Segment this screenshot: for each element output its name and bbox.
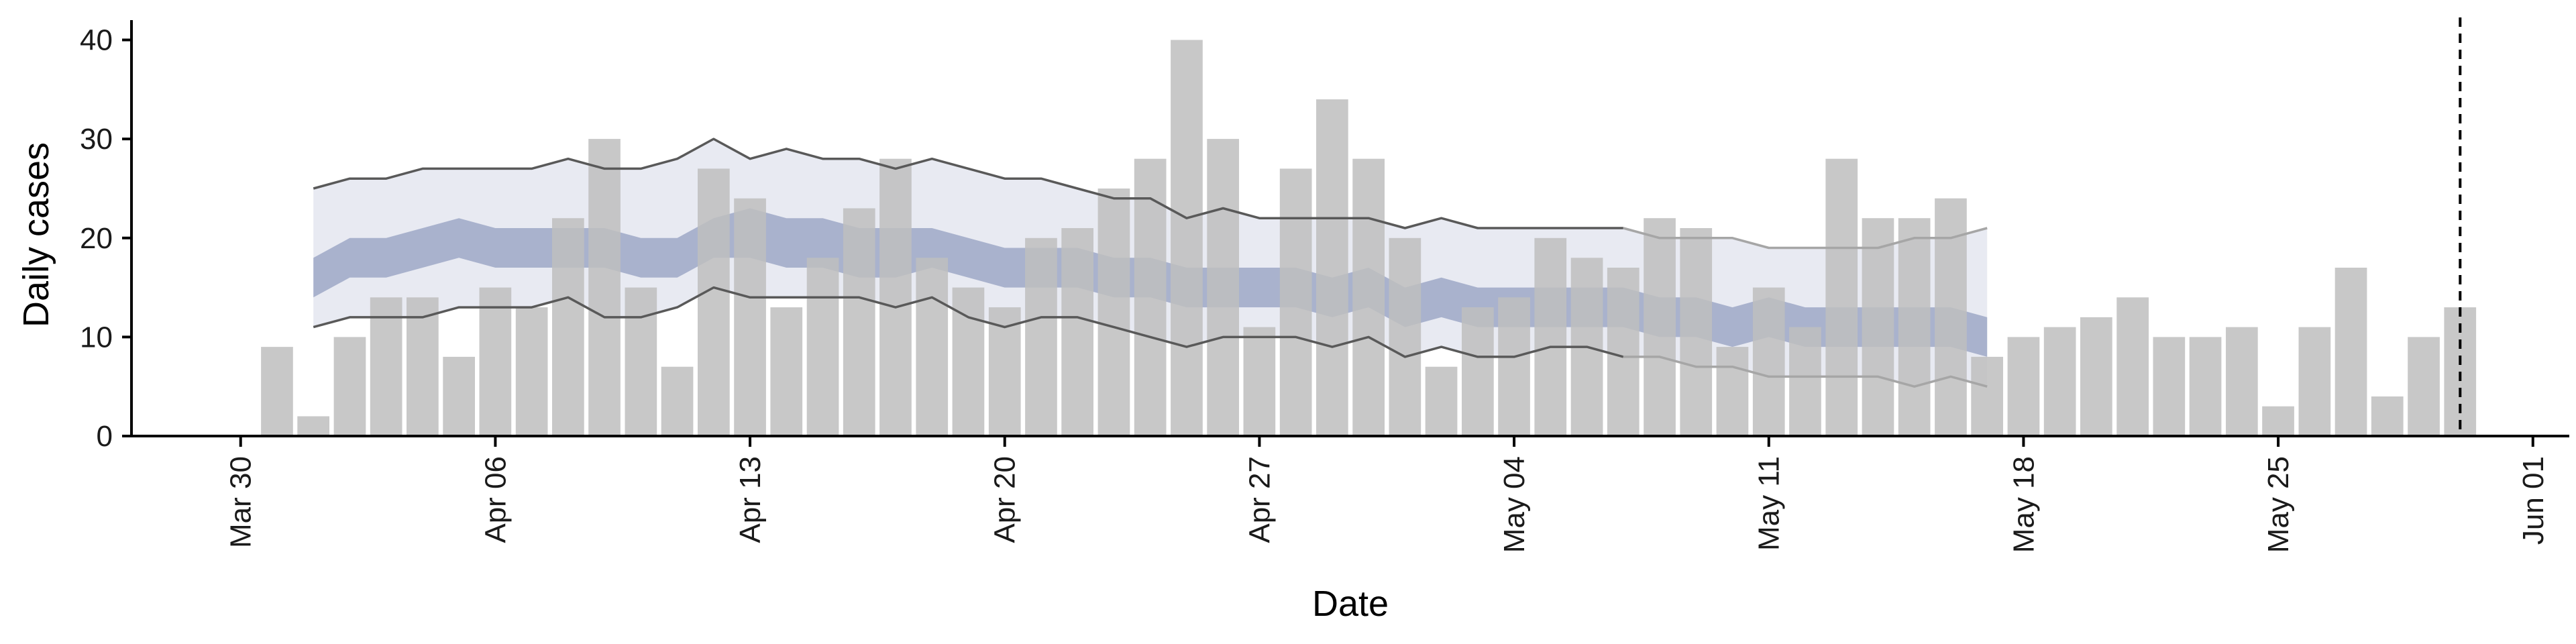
case-bar: [1789, 327, 1821, 436]
case-bar: [1389, 237, 1421, 436]
x-tick-label: May 11: [1753, 456, 1786, 551]
upper-bound-line: [313, 138, 1623, 229]
case-bar: [2334, 268, 2367, 436]
case-bar: [1025, 237, 1057, 436]
case-bar: [1607, 268, 1640, 436]
case-bar: [625, 287, 657, 436]
case-bar: [1498, 297, 1530, 436]
x-tick-label: May 04: [1498, 456, 1531, 553]
x-tick-label: Jun 01: [2517, 456, 2550, 545]
case-bar: [1898, 218, 1931, 436]
case-bar: [1825, 158, 1858, 436]
case-bar: [1171, 40, 1203, 436]
y-tick-label: 20: [80, 222, 113, 255]
case-bar: [479, 287, 512, 436]
case-bar: [1134, 158, 1167, 436]
case-bar: [2226, 327, 2258, 436]
case-bar: [2262, 406, 2294, 436]
x-tick-label: May 25: [2262, 456, 2295, 553]
case-bar: [1425, 366, 1458, 436]
case-bar: [1680, 228, 1713, 436]
case-bar: [1716, 347, 1749, 436]
case-bar: [734, 198, 766, 436]
case-bar: [661, 366, 694, 436]
case-bar: [770, 307, 803, 436]
case-bar: [1243, 327, 1276, 436]
case-bar: [806, 258, 839, 436]
case-bar: [1644, 218, 1676, 436]
case-bar: [1752, 287, 1785, 436]
x-tick-label: Apr 06: [479, 456, 512, 543]
y-tick-label: 30: [80, 123, 113, 156]
case-bar: [1534, 237, 1567, 436]
case-bar: [1061, 228, 1093, 436]
case-bar: [2116, 297, 2149, 436]
case-bar: [1352, 158, 1385, 436]
case-bar: [1316, 99, 1348, 436]
y-tick-label: 0: [97, 420, 113, 453]
x-tick-label: Mar 30: [225, 456, 258, 548]
case-bar: [879, 158, 912, 436]
case-bar: [2080, 317, 2112, 436]
lower-bound-line: [313, 286, 1624, 358]
y-axis-title: Daily cases: [16, 142, 56, 327]
case-bar: [1207, 139, 1239, 436]
x-tick-label: Apr 27: [1243, 456, 1276, 543]
upper-bound-line-faded: [1623, 227, 1988, 250]
case-bar: [2189, 337, 2222, 436]
y-tick-label: 40: [80, 24, 113, 57]
case-bar: [988, 307, 1021, 436]
case-bar: [297, 416, 329, 436]
case-bar: [588, 139, 621, 436]
y-axis: 0 10 20 30 40: [80, 20, 133, 453]
lower-bound-line-faded: [1623, 356, 1988, 388]
case-bar: [515, 307, 548, 436]
case-bar: [2007, 337, 2040, 436]
case-bar: [407, 297, 439, 436]
case-bar: [698, 168, 730, 436]
x-tick-label: Apr 20: [989, 456, 1022, 543]
case-bars: [261, 40, 2477, 436]
case-bar: [2408, 337, 2440, 436]
case-bar: [916, 258, 949, 436]
case-bar: [370, 297, 402, 436]
x-tick-label: May 18: [2007, 456, 2040, 553]
y-tick-label: 10: [80, 321, 113, 354]
case-bar: [261, 347, 293, 436]
projection-band-lines: [313, 138, 1988, 388]
case-bar: [1462, 307, 1494, 436]
case-bar: [2371, 396, 2404, 436]
case-bar: [333, 337, 366, 436]
case-bar: [443, 356, 475, 436]
case-bar: [1097, 189, 1130, 436]
case-bar: [2298, 327, 2331, 436]
case-bar: [2043, 327, 2076, 436]
case-bar: [843, 208, 875, 436]
case-bar: [2153, 337, 2186, 436]
x-axis: Mar 30 Apr 06 Apr 13 Apr 20 Apr 27 May 04 May …: [131, 435, 2569, 553]
case-bar: [552, 218, 584, 436]
x-tick-label: Apr 13: [734, 456, 767, 543]
case-bar: [1971, 356, 2003, 436]
x-axis-title: Date: [1312, 584, 1389, 624]
case-bar: [1279, 168, 1312, 436]
case-bar: [1862, 218, 1894, 436]
